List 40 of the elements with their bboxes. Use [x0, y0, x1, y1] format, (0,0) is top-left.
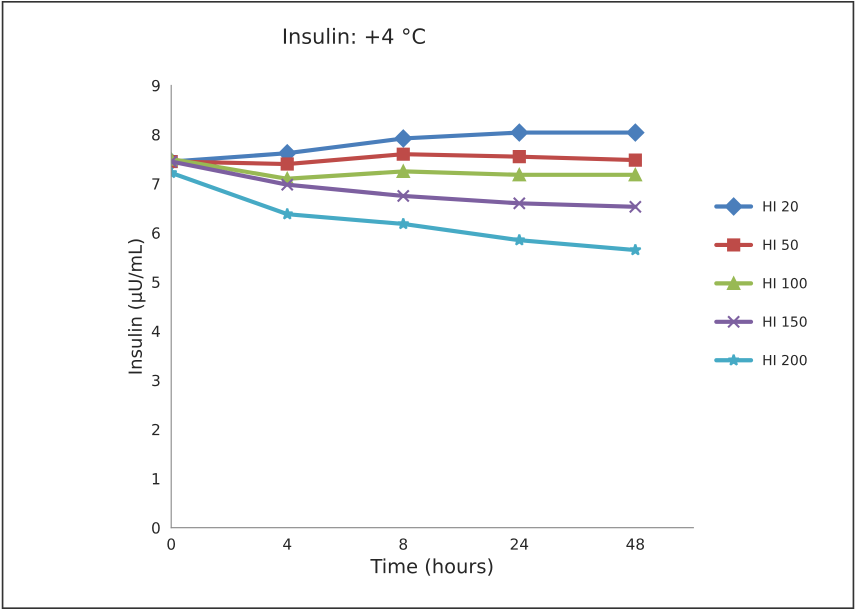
point	[512, 234, 526, 246]
point	[512, 168, 526, 182]
point	[394, 130, 412, 148]
y-tick-label: 4	[152, 326, 160, 337]
y-tick-label: 2	[152, 424, 160, 436]
chart-title: Insulin: +4 °C	[284, 28, 425, 44]
point	[628, 153, 642, 167]
y-tick-label: 3	[152, 374, 160, 386]
y-tick-label: 0	[152, 522, 160, 534]
x-tick-label: 48	[626, 538, 644, 550]
y-tick-label: 9	[152, 80, 160, 92]
legend-label: HI 150	[764, 316, 807, 327]
point	[629, 243, 642, 256]
point	[512, 196, 526, 210]
point	[396, 189, 410, 203]
y-tick-label: 6	[152, 227, 160, 239]
y-tick-label: 5	[152, 276, 160, 288]
point	[396, 148, 410, 161]
point	[396, 217, 410, 230]
legend-label: HI 200	[764, 354, 807, 366]
point	[510, 124, 528, 142]
x-tick-label: 4	[283, 538, 292, 550]
x-tick-label: 24	[510, 538, 528, 550]
y-tick-label: 8	[152, 129, 160, 141]
point	[626, 124, 644, 142]
point	[280, 157, 294, 171]
x-tick-label: 8	[399, 538, 408, 550]
point	[628, 168, 642, 182]
x-axis-title: Time (hours)	[370, 558, 492, 576]
point	[396, 164, 410, 178]
point	[280, 178, 294, 192]
legend-label: HI 50	[764, 239, 798, 250]
legend-label: HI 100	[764, 278, 807, 288]
y-tick-label: 7	[152, 178, 160, 190]
legend-label: HI 20	[764, 201, 798, 212]
y-tick-label: 1	[152, 473, 160, 484]
y-axis-title: Insulin (µU/mL)	[128, 239, 146, 374]
point	[512, 150, 526, 164]
x-tick-label: 0	[167, 538, 176, 550]
point	[628, 200, 642, 214]
